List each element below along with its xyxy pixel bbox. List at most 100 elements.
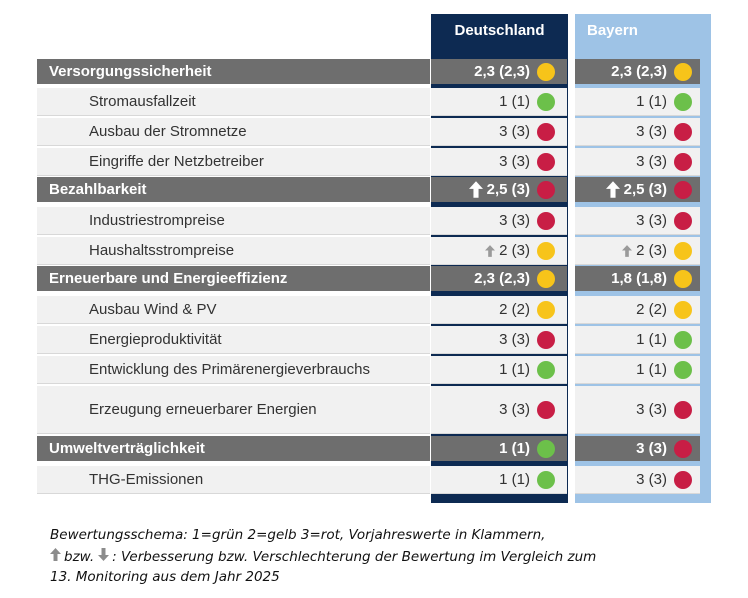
indicator-label: Ausbau Wind & PV (37, 296, 430, 324)
indicator-row: THG-Emissionen 1 (1) 3 (3) (37, 466, 700, 494)
rating-value: 3 (3) (636, 123, 667, 140)
indicator-row: Industriestrompreise 3 (3) 3 (3) (37, 207, 700, 235)
rating-value: 3 (3) (636, 471, 667, 488)
status-dot-red (674, 470, 692, 489)
status-dot-red (537, 400, 555, 419)
indicator-row: Haushaltsstrompreise 2 (3) 2 (3) (37, 237, 700, 265)
arrow-up-icon (468, 181, 483, 198)
bayern-rating-cell: 1 (1) (575, 356, 700, 384)
rating-value: 3 (3) (636, 153, 667, 170)
column-header-bayern: Bayern (587, 22, 638, 39)
category-label: Erneuerbare und Energieeffizienz (37, 266, 430, 291)
rating-value: 2,5 (3) (623, 181, 667, 198)
status-dot-yellow (674, 300, 692, 319)
indicator-row: Ausbau der Stromnetze 3 (3) 3 (3) (37, 118, 700, 146)
bayern-rating-cell: 3 (3) (575, 386, 700, 434)
rating-value: 3 (3) (499, 212, 530, 229)
indicator-label: THG-Emissionen (37, 466, 430, 494)
indicator-row: Energieproduktivität 3 (3) 1 (1) (37, 326, 700, 354)
indicator-label: Eingriffe der Netzbetreiber (37, 148, 430, 176)
rating-value: 2,3 (2,3) (474, 270, 530, 287)
indicator-label: Industriestrompreise (37, 207, 430, 235)
indicator-row: Erzeugung erneuerbarer Energien 3 (3) 3 (3… (37, 386, 700, 434)
status-dot-yellow (537, 269, 555, 288)
deutschland-rating-cell: 1 (1) (431, 356, 567, 384)
deutschland-rating-cell: 2 (2) (431, 296, 567, 324)
deutschland-rating-cell: 1 (1) (431, 88, 567, 116)
deutschland-rating-cell: 3 (3) (431, 118, 567, 146)
arrow-up-icon (50, 548, 61, 565)
status-dot-green (537, 92, 555, 111)
status-dot-red (537, 180, 555, 199)
status-dot-green (537, 439, 555, 458)
status-dot-yellow (674, 241, 692, 260)
status-dot-green (674, 360, 692, 379)
category-row: Umweltverträglichkeit 1 (1) 3 (3) (37, 436, 700, 461)
status-dot-green (537, 470, 555, 489)
rating-value: 3 (3) (636, 440, 667, 457)
rating-value: 2 (3) (636, 242, 667, 259)
rating-value: 3 (3) (499, 153, 530, 170)
status-dot-green (537, 360, 555, 379)
category-row: Bezahlbarkeit 2,5 (3) 2,5 (3) (37, 177, 700, 202)
indicator-label: Haushaltsstrompreise (37, 237, 430, 265)
legend-bzw-text: bzw. (64, 548, 95, 565)
rating-value: 3 (3) (636, 401, 667, 418)
bayern-rating-cell: 2 (2) (575, 296, 700, 324)
rating-value: 1 (1) (636, 93, 667, 110)
bayern-rating-cell: 1 (1) (575, 88, 700, 116)
status-dot-yellow (537, 300, 555, 319)
legend-explanation-text: : Verbesserung bzw. Verschlechterung der… (112, 548, 597, 565)
rating-value: 1 (1) (636, 331, 667, 348)
status-dot-red (674, 152, 692, 171)
legend-line-1: Bewertungsschema: 1=grün 2=gelb 3=rot, V… (50, 527, 546, 543)
indicator-label: Energieproduktivität (37, 326, 430, 354)
arrow-down-icon (98, 548, 110, 565)
category-label: Bezahlbarkeit (37, 177, 430, 202)
category-row: Versorgungssicherheit 2,3 (2,3) 2,3 (2,3) (37, 59, 700, 84)
deutschland-rating-cell: 2 (3) (431, 237, 567, 265)
indicator-row: Entwicklung des Primärenergieverbrauchs 1… (37, 356, 700, 384)
status-dot-red (674, 180, 692, 199)
rating-value: 3 (3) (499, 401, 530, 418)
rating-value: 3 (3) (636, 212, 667, 229)
bayern-rating-cell: 2,3 (2,3) (575, 59, 700, 84)
indicator-label: Entwicklung des Primärenergieverbrauchs (37, 356, 430, 384)
status-dot-red (674, 122, 692, 141)
rating-value: 2,3 (2,3) (611, 63, 667, 80)
indicator-row: Eingriffe der Netzbetreiber 3 (3) 3 (3) (37, 148, 700, 176)
column-header-deutschland: Deutschland (454, 22, 545, 39)
status-dot-red (537, 330, 555, 349)
indicator-row: Ausbau Wind & PV 2 (2) 2 (2) (37, 296, 700, 324)
bayern-rating-cell: 3 (3) (575, 118, 700, 146)
status-dot-yellow (674, 62, 692, 81)
status-dot-yellow (674, 269, 692, 288)
deutschland-rating-cell: 3 (3) (431, 386, 567, 434)
arrow-up-icon (622, 244, 633, 257)
bayern-rating-cell: 3 (3) (575, 436, 700, 461)
indicator-label: Erzeugung erneuerbarer Energien (37, 386, 430, 434)
rating-value: 1 (1) (636, 361, 667, 378)
bayern-rating-cell: 3 (3) (575, 207, 700, 235)
status-dot-red (674, 400, 692, 419)
category-label: Versorgungssicherheit (37, 59, 430, 84)
status-dot-red (537, 122, 555, 141)
deutschland-rating-cell: 2,3 (2,3) (431, 266, 567, 291)
deutschland-rating-cell: 2,3 (2,3) (431, 59, 567, 84)
indicator-label: Ausbau der Stromnetze (37, 118, 430, 146)
rating-value: 1 (1) (499, 471, 530, 488)
legend-line-2: bzw. : Verbesserung bzw. Verschlechterun… (50, 548, 596, 565)
status-dot-yellow (537, 241, 555, 260)
rating-value: 1 (1) (499, 361, 530, 378)
bayern-rating-cell: 3 (3) (575, 466, 700, 494)
deutschland-rating-cell: 3 (3) (431, 326, 567, 354)
rating-value: 2 (2) (499, 301, 530, 318)
arrow-up-icon (485, 244, 496, 257)
status-dot-yellow (537, 62, 555, 81)
deutschland-rating-cell: 3 (3) (431, 207, 567, 235)
status-dot-green (674, 92, 692, 111)
rating-value: 3 (3) (499, 331, 530, 348)
status-dot-red (537, 211, 555, 230)
rating-value: 2 (3) (499, 242, 530, 259)
bayern-rating-cell: 1,8 (1,8) (575, 266, 700, 291)
